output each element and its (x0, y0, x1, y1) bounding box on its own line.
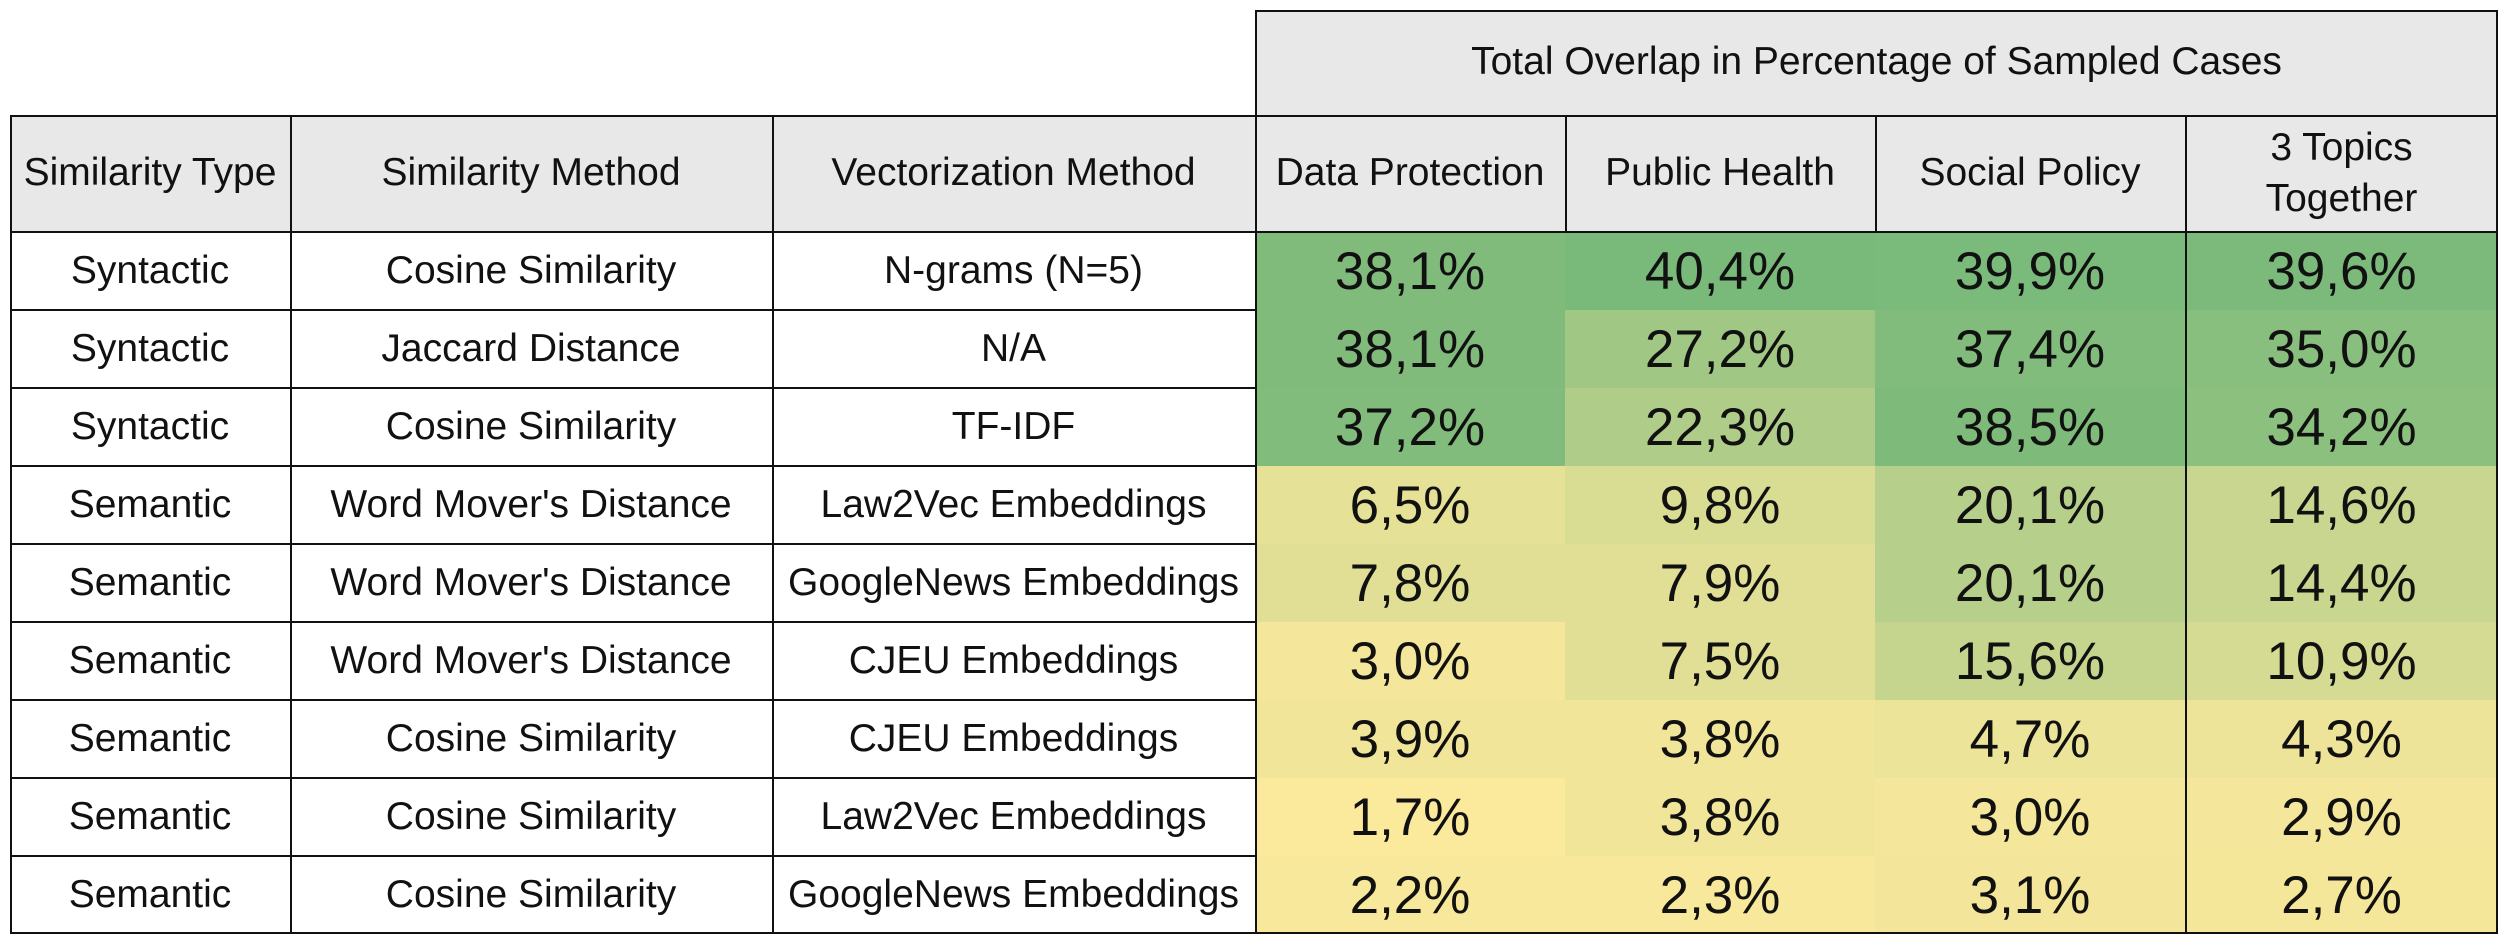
cell-overlap-value: 38,1% (1255, 232, 1565, 310)
cell-overlap-value: 3,1% (1875, 856, 2185, 934)
cell-overlap-value: 7,8% (1255, 544, 1565, 622)
cell-overlap-value: 20,1% (1875, 544, 2185, 622)
cell-similarity-method: Cosine Similarity (290, 778, 772, 856)
cell-vectorization-method: TF-IDF (772, 388, 1255, 466)
cell-overlap-value: 20,1% (1875, 466, 2185, 544)
cell-overlap-value: 2,3% (1565, 856, 1875, 934)
cell-overlap-value: 2,2% (1255, 856, 1565, 934)
cell-similarity-method: Cosine Similarity (290, 388, 772, 466)
cell-vectorization-method: Law2Vec Embeddings (772, 778, 1255, 856)
cell-similarity-type: Semantic (10, 700, 290, 778)
cell-overlap-value: 14,4% (2185, 544, 2498, 622)
cell-vectorization-method: GoogleNews Embeddings (772, 856, 1255, 934)
cell-overlap-value: 3,8% (1565, 778, 1875, 856)
cell-similarity-type: Semantic (10, 544, 290, 622)
row-divider (10, 465, 1255, 467)
cell-overlap-value: 14,6% (2185, 466, 2498, 544)
cell-overlap-value: 7,9% (1565, 544, 1875, 622)
cell-overlap-value: 2,7% (2185, 856, 2498, 934)
cell-overlap-value: 37,2% (1255, 388, 1565, 466)
column-divider (2185, 115, 2187, 934)
row-divider (10, 621, 1255, 623)
cell-overlap-value: 4,3% (2185, 700, 2498, 778)
row-divider (10, 387, 1255, 389)
cell-vectorization-method: CJEU Embeddings (772, 622, 1255, 700)
cell-similarity-method: Word Mover's Distance (290, 544, 772, 622)
cell-similarity-type: Semantic (10, 622, 290, 700)
cell-vectorization-method: N-grams (N=5) (772, 232, 1255, 310)
cell-similarity-method: Cosine Similarity (290, 856, 772, 934)
cell-overlap-value: 3,9% (1255, 700, 1565, 778)
header-similarity-method: Similarity Method (290, 115, 772, 232)
cell-overlap-value: 27,2% (1565, 310, 1875, 388)
row-divider (10, 777, 1255, 779)
cell-overlap-value: 1,7% (1255, 778, 1565, 856)
cell-overlap-value: 39,9% (1875, 232, 2185, 310)
cell-overlap-value: 35,0% (2185, 310, 2498, 388)
cell-overlap-value: 9,8% (1565, 466, 1875, 544)
cell-overlap-value: 3,0% (1875, 778, 2185, 856)
border-line (1255, 10, 2498, 12)
cell-overlap-value: 2,9% (2185, 778, 2498, 856)
cell-similarity-method: Jaccard Distance (290, 310, 772, 388)
column-divider (1565, 115, 1567, 232)
group-header: Total Overlap in Percentage of Sampled C… (1255, 10, 2498, 115)
cell-overlap-value: 7,5% (1565, 622, 1875, 700)
cell-vectorization-method: N/A (772, 310, 1255, 388)
cell-overlap-value: 15,6% (1875, 622, 2185, 700)
cell-overlap-value: 22,3% (1565, 388, 1875, 466)
column-divider (290, 115, 292, 934)
cell-overlap-value: 40,4% (1565, 232, 1875, 310)
cell-similarity-method: Word Mover's Distance (290, 466, 772, 544)
column-divider (1255, 10, 1257, 934)
cell-similarity-type: Semantic (10, 466, 290, 544)
cell-similarity-type: Syntactic (10, 232, 290, 310)
cell-similarity-method: Cosine Similarity (290, 700, 772, 778)
cell-overlap-value: 37,4% (1875, 310, 2185, 388)
cell-similarity-method: Word Mover's Distance (290, 622, 772, 700)
row-divider (10, 543, 1255, 545)
header-3-topics-together: 3 Topics Together (2185, 115, 2498, 232)
header-public-health: Public Health (1565, 115, 1875, 232)
column-divider (2496, 10, 2498, 934)
cell-vectorization-method: Law2Vec Embeddings (772, 466, 1255, 544)
row-divider (10, 699, 1255, 701)
border-line (10, 932, 2498, 934)
cell-vectorization-method: CJEU Embeddings (772, 700, 1255, 778)
cell-overlap-value: 39,6% (2185, 232, 2498, 310)
cell-overlap-value: 4,7% (1875, 700, 2185, 778)
row-divider (10, 309, 1255, 311)
cell-similarity-type: Syntactic (10, 310, 290, 388)
cell-overlap-value: 10,9% (2185, 622, 2498, 700)
border-line (10, 231, 2498, 233)
column-divider (10, 115, 12, 934)
header-social-policy: Social Policy (1875, 115, 2185, 232)
border-line (10, 115, 2498, 117)
overlap-table: Total Overlap in Percentage of Sampled C… (10, 10, 2498, 936)
header-vectorization-method: Vectorization Method (772, 115, 1255, 232)
cell-similarity-type: Syntactic (10, 388, 290, 466)
cell-overlap-value: 38,1% (1255, 310, 1565, 388)
header-data-protection: Data Protection (1255, 115, 1565, 232)
column-divider (772, 115, 774, 934)
cell-overlap-value: 6,5% (1255, 466, 1565, 544)
cell-similarity-type: Semantic (10, 778, 290, 856)
cell-similarity-method: Cosine Similarity (290, 232, 772, 310)
cell-overlap-value: 38,5% (1875, 388, 2185, 466)
cell-overlap-value: 3,0% (1255, 622, 1565, 700)
column-divider (1875, 115, 1877, 232)
cell-similarity-type: Semantic (10, 856, 290, 934)
row-divider (10, 855, 1255, 857)
cell-vectorization-method: GoogleNews Embeddings (772, 544, 1255, 622)
cell-overlap-value: 3,8% (1565, 700, 1875, 778)
cell-overlap-value: 34,2% (2185, 388, 2498, 466)
header-similarity-type: Similarity Type (10, 115, 290, 232)
